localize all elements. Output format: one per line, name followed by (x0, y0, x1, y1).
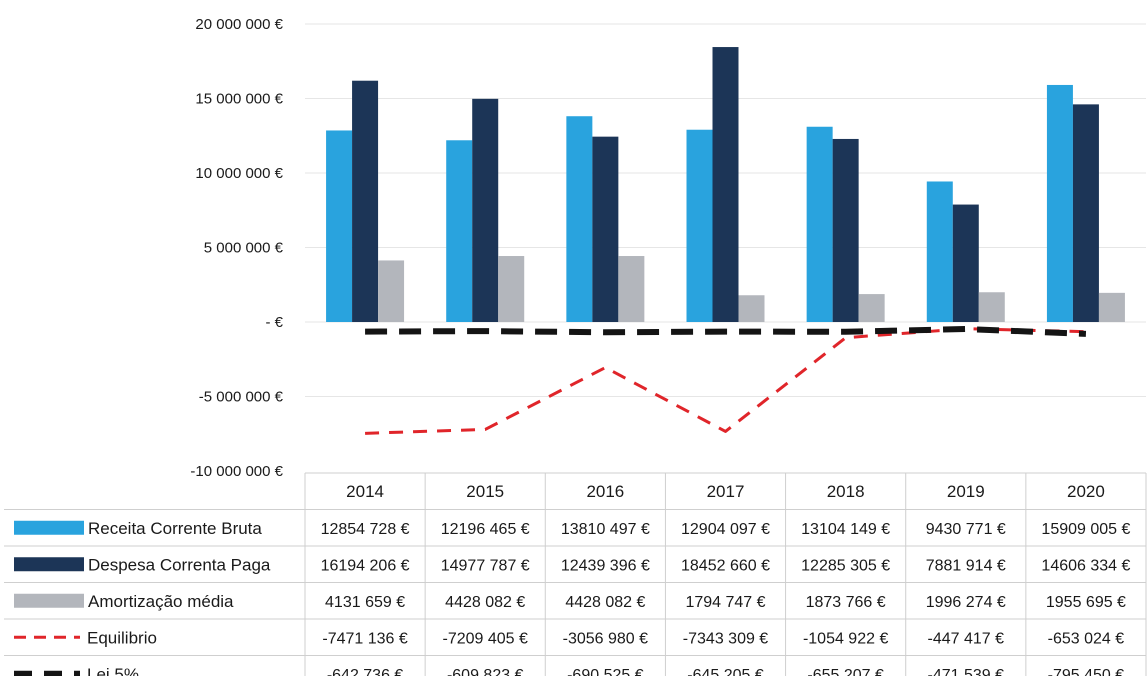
data-label: 9430 771 € (926, 521, 1006, 538)
data-label: -1054 922 € (803, 630, 889, 647)
data-label: -7343 309 € (683, 630, 769, 647)
line-equilibrio (365, 327, 1086, 435)
data-label: 4428 082 € (565, 594, 645, 611)
bar (1072, 104, 1099, 322)
data-label: 1794 747 € (685, 594, 765, 611)
x-tick-label: 2018 (827, 482, 865, 501)
bar (926, 181, 953, 322)
data-label: 4428 082 € (445, 594, 525, 611)
bar (952, 204, 979, 322)
data-label: 1873 766 € (806, 594, 886, 611)
y-tick-label: 15 000 000 € (195, 91, 283, 108)
data-label: -653 024 € (1048, 630, 1125, 647)
data-label: 14977 787 € (441, 557, 530, 574)
y-tick-label: - € (265, 314, 283, 331)
bar (352, 80, 379, 322)
x-tick-label: 2014 (346, 482, 384, 501)
line-lei-5- (365, 326, 1087, 337)
lines (365, 326, 1087, 435)
x-tick-label: 2020 (1067, 482, 1105, 501)
legend-label: Lei 5% (87, 665, 139, 676)
bar (858, 294, 885, 322)
bar (686, 129, 713, 322)
data-label: 7881 914 € (926, 557, 1006, 574)
legend-label: Equilibrio (87, 628, 157, 647)
data-label: 13104 149 € (801, 521, 890, 538)
bar (1098, 292, 1125, 322)
data-label: -7471 136 € (322, 630, 408, 647)
data-label: 12904 097 € (681, 521, 770, 538)
bar (378, 260, 405, 322)
bar (326, 130, 353, 322)
legend-label: Despesa Correnta Paga (88, 555, 271, 574)
legend-label: Receita Corrente Bruta (88, 519, 262, 538)
data-label: 12285 305 € (801, 557, 890, 574)
data-label: -690 525 € (567, 667, 644, 676)
x-tick-label: 2017 (707, 482, 745, 501)
data-label: -3056 980 € (563, 630, 649, 647)
data-label: 16194 206 € (321, 557, 410, 574)
legend-label: Amortização média (88, 592, 234, 611)
data-label: -471 539 € (928, 667, 1005, 676)
x-tick-label: 2016 (586, 482, 624, 501)
data-label: -645 205 € (687, 667, 764, 676)
y-tick-label: 10 000 000 € (195, 165, 283, 182)
bar (472, 98, 499, 323)
bar (806, 126, 833, 323)
data-label: 12196 465 € (441, 521, 530, 538)
y-tick-label: 20 000 000 € (195, 16, 283, 33)
legend-swatch (14, 557, 84, 572)
data-table: 2014 2015 2016 2017 2018 2019 2020 Receita Corr… (4, 472, 1147, 676)
data-label: 14606 334 € (1041, 557, 1130, 574)
data-label: -7209 405 € (443, 630, 529, 647)
data-label: 12854 728 € (321, 521, 410, 538)
bar (566, 116, 593, 322)
data-label: 1955 695 € (1046, 594, 1126, 611)
bar (978, 292, 1005, 322)
bar (498, 256, 525, 322)
x-tick-label: 2015 (466, 482, 504, 501)
data-label: -655 207 € (807, 667, 884, 676)
data-label: 18452 660 € (681, 557, 770, 574)
data-label: -795 450 € (1048, 667, 1125, 676)
y-tick-label: 5 000 000 € (204, 240, 284, 257)
bar (738, 295, 765, 322)
legend-swatch (14, 520, 84, 535)
data-label: 13810 497 € (561, 521, 650, 538)
data-label: 15909 005 € (1041, 521, 1130, 538)
data-label: -447 417 € (928, 630, 1005, 647)
bar (832, 138, 859, 322)
y-tick-label: -10 000 000 € (190, 463, 283, 480)
data-label: 12439 396 € (561, 557, 650, 574)
bars (326, 47, 1125, 323)
bar (712, 47, 739, 323)
data-label: -609 823 € (447, 667, 524, 676)
bar (592, 136, 619, 322)
data-label: -642 736 € (327, 667, 404, 676)
y-tick-label: -5 000 000 € (199, 389, 284, 406)
legend-swatch (14, 593, 84, 608)
bar (446, 140, 473, 322)
data-label: 1996 274 € (926, 594, 1006, 611)
bar (1046, 84, 1073, 322)
y-axis-ticks: 20 000 000 € 15 000 000 € 10 000 000 € 5 00… (190, 16, 283, 480)
bar (618, 256, 645, 322)
x-tick-label: 2019 (947, 482, 985, 501)
data-label: 4131 659 € (325, 594, 405, 611)
